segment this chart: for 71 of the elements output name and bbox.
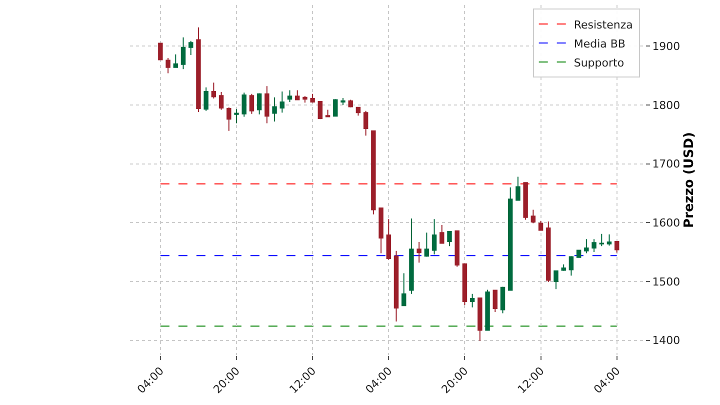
candlestick bbox=[561, 264, 566, 271]
candlestick bbox=[158, 42, 163, 61]
candlestick bbox=[204, 86, 208, 112]
candlestick bbox=[378, 207, 384, 254]
candlestick bbox=[234, 108, 239, 124]
candlestick bbox=[584, 238, 589, 254]
legend-label: Resistenza bbox=[574, 18, 633, 32]
candlestick bbox=[371, 130, 376, 215]
candlestick bbox=[196, 26, 201, 113]
candlestick bbox=[424, 232, 430, 258]
candlestick bbox=[470, 293, 475, 308]
candlestick bbox=[478, 297, 482, 342]
candlestick bbox=[576, 250, 582, 258]
candlestick bbox=[546, 220, 551, 283]
candlestick bbox=[554, 270, 558, 290]
candlestick bbox=[356, 106, 361, 116]
candlestick bbox=[485, 289, 490, 331]
candlestick bbox=[523, 182, 528, 220]
candlestick bbox=[272, 96, 277, 122]
candlestick bbox=[530, 209, 536, 224]
candlestick bbox=[310, 93, 315, 104]
candlestick bbox=[173, 54, 178, 68]
y-tick-label: 1700 bbox=[652, 158, 680, 171]
legend-label: Media BB bbox=[574, 37, 626, 50]
candlestick bbox=[166, 57, 170, 74]
y-tick-label: 1400 bbox=[652, 334, 680, 348]
candlestick bbox=[538, 220, 544, 231]
y-tick-label: 1800 bbox=[652, 98, 680, 112]
candlestick bbox=[462, 263, 468, 306]
candlestick bbox=[325, 109, 330, 118]
candlestick bbox=[333, 98, 338, 117]
candlestick bbox=[500, 286, 506, 314]
y-tick-label: 1600 bbox=[652, 216, 680, 230]
candlestick bbox=[280, 90, 285, 114]
candlestick bbox=[606, 234, 612, 246]
candlestick bbox=[447, 230, 452, 247]
candlestick bbox=[188, 40, 194, 56]
candlestick bbox=[394, 250, 399, 322]
candlestick bbox=[409, 218, 414, 294]
candlestick bbox=[592, 238, 596, 253]
candlestick bbox=[454, 230, 460, 268]
candlestick bbox=[256, 92, 262, 115]
candlestick bbox=[508, 186, 513, 291]
candlestick bbox=[416, 242, 422, 264]
candlestick bbox=[568, 256, 574, 276]
candlestick bbox=[348, 99, 353, 108]
candlestick bbox=[264, 86, 270, 124]
candlestick bbox=[386, 218, 391, 260]
candlestick bbox=[294, 90, 300, 100]
candlestick bbox=[226, 106, 232, 132]
candlestick bbox=[440, 224, 444, 244]
candlestick bbox=[401, 272, 406, 306]
candlestick bbox=[614, 240, 620, 254]
y-tick-label: 1900 bbox=[652, 40, 680, 54]
candlestick bbox=[340, 97, 346, 106]
candlestick bbox=[242, 92, 246, 118]
candlestick bbox=[287, 90, 292, 103]
candlestick bbox=[516, 176, 520, 201]
legend-label: Supporto bbox=[574, 56, 624, 70]
candlestick bbox=[302, 96, 308, 104]
candlestick bbox=[599, 233, 604, 247]
candlestick bbox=[432, 218, 437, 255]
y-axis-title: Prezzo (USD) bbox=[682, 132, 698, 228]
candlestick bbox=[180, 36, 186, 70]
candlestick bbox=[211, 82, 216, 100]
candlestick bbox=[318, 100, 323, 120]
candlestick bbox=[492, 290, 498, 313]
y-tick-label: 1500 bbox=[652, 275, 680, 288]
candlestick bbox=[363, 110, 368, 136]
candlestick bbox=[249, 93, 254, 114]
candlestick bbox=[218, 92, 224, 110]
